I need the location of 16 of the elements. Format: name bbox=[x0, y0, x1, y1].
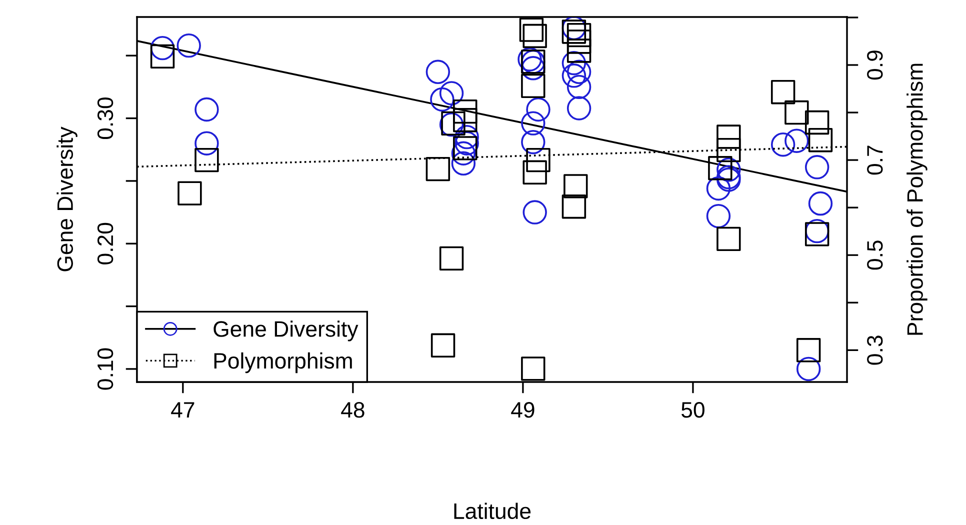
y2-tick-label: 0.7 bbox=[867, 146, 883, 175]
y-tick-label: 0.30 bbox=[97, 98, 114, 140]
x-tick-label: 48 bbox=[341, 402, 364, 418]
y2-tick-label: 0.9 bbox=[867, 50, 883, 80]
legend-label: Polymorphism bbox=[214, 352, 352, 374]
y2-tick-label: 0.5 bbox=[867, 240, 883, 270]
x-axis-title: Latitude bbox=[454, 502, 531, 520]
y2-tick-label: 0.3 bbox=[867, 336, 883, 365]
y2-axis-title: Proportion of Polymorphism bbox=[906, 64, 928, 335]
y-axis-title: Gene Diversity bbox=[56, 126, 78, 272]
x-tick-label: 47 bbox=[171, 402, 194, 418]
x-tick-label: 50 bbox=[681, 402, 704, 418]
y-tick-label: 0.10 bbox=[97, 348, 114, 390]
y-tick-label: 0.20 bbox=[97, 222, 114, 264]
legend-label: Gene Diversity bbox=[214, 320, 358, 342]
x-tick-label: 49 bbox=[511, 402, 534, 418]
